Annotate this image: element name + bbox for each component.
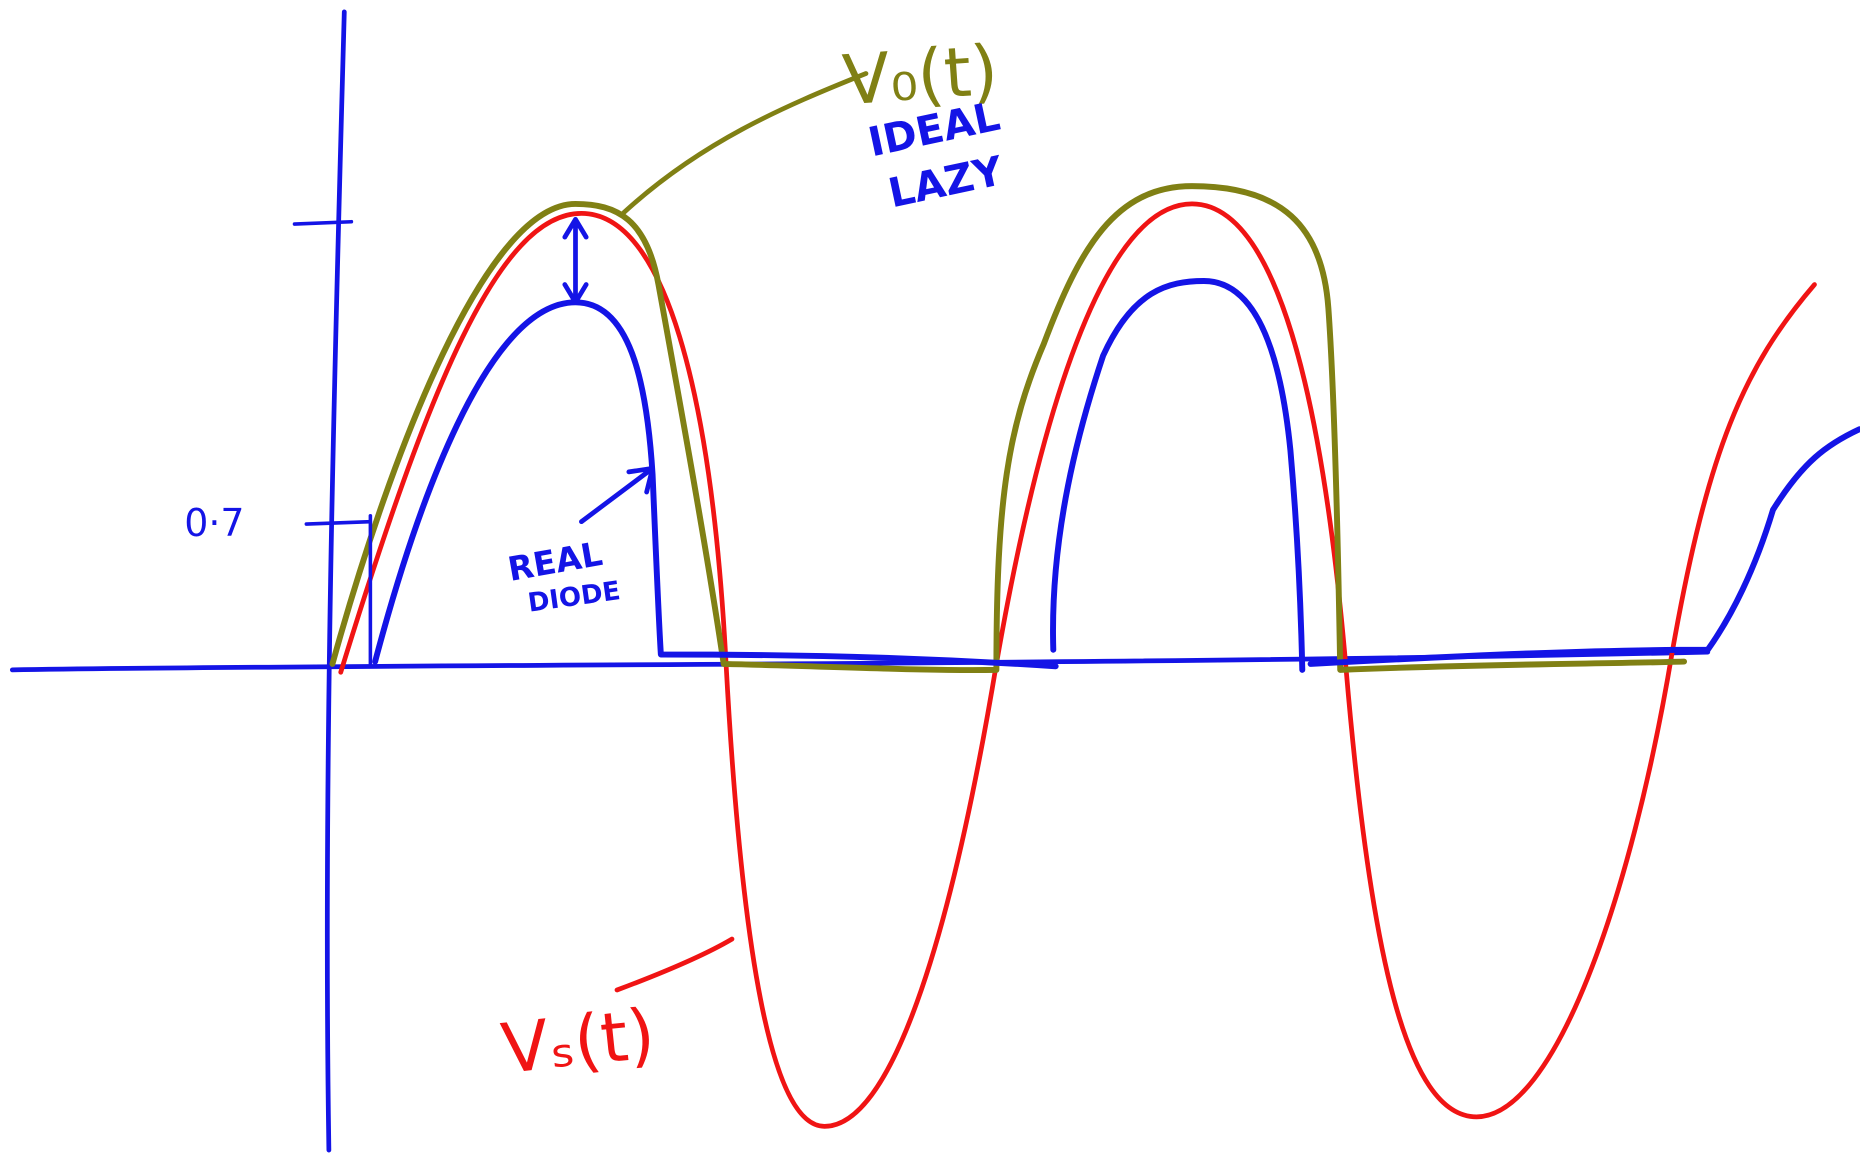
label: 0·7 (184, 501, 244, 545)
label: Vₛ(t) (498, 994, 659, 1090)
arrow (562, 216, 589, 305)
label: V₀(t) (840, 31, 1000, 122)
arrow (579, 465, 655, 525)
source-wave (338, 201, 1817, 1129)
leader (614, 936, 735, 993)
tick (292, 219, 354, 226)
real-output (1307, 426, 1860, 667)
tick (304, 519, 373, 526)
ideal-output (329, 183, 1688, 674)
real-output (1050, 278, 1306, 673)
leader (620, 71, 869, 216)
y-axis (324, 9, 347, 1153)
real-output (372, 299, 1059, 670)
